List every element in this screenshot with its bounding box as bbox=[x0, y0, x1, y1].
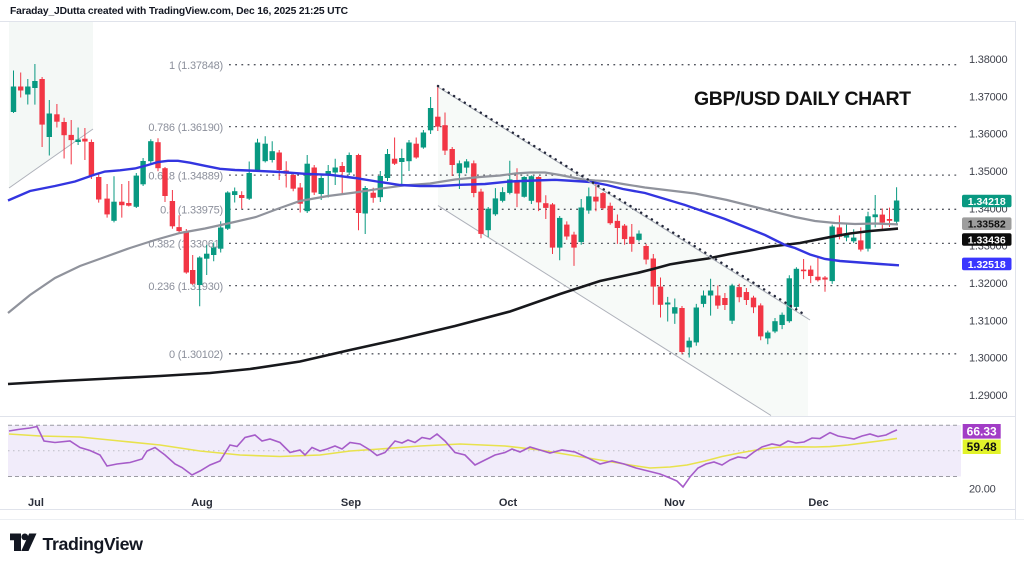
svg-text:Dec: Dec bbox=[808, 497, 828, 509]
svg-text:1.33582: 1.33582 bbox=[968, 219, 1006, 231]
svg-text:1.37000: 1.37000 bbox=[969, 91, 1007, 103]
svg-text:1.34218: 1.34218 bbox=[968, 196, 1006, 208]
svg-text:1.31000: 1.31000 bbox=[969, 315, 1007, 327]
svg-text:1.35000: 1.35000 bbox=[969, 166, 1007, 178]
svg-text:1.30000: 1.30000 bbox=[969, 353, 1007, 365]
svg-text:TradingView: TradingView bbox=[43, 534, 144, 554]
svg-text:Oct: Oct bbox=[499, 497, 518, 509]
svg-text:1.33436: 1.33436 bbox=[968, 235, 1006, 247]
svg-text:Nov: Nov bbox=[664, 497, 686, 509]
svg-text:0.786 (1.36190): 0.786 (1.36190) bbox=[148, 122, 223, 134]
svg-text:0.236 (1.31930): 0.236 (1.31930) bbox=[148, 281, 223, 293]
svg-text:1 (1.37848): 1 (1.37848) bbox=[169, 60, 223, 72]
svg-text:1.32518: 1.32518 bbox=[968, 259, 1006, 271]
svg-text:GBP/USD DAILY CHART: GBP/USD DAILY CHART bbox=[694, 88, 911, 110]
svg-text:Jul: Jul bbox=[28, 497, 44, 509]
svg-text:Sep: Sep bbox=[341, 497, 361, 509]
svg-text:0.618 (1.34889): 0.618 (1.34889) bbox=[148, 170, 223, 182]
svg-text:59.48: 59.48 bbox=[967, 440, 997, 454]
svg-text:1.36000: 1.36000 bbox=[969, 129, 1007, 141]
svg-text:66.33: 66.33 bbox=[967, 425, 997, 439]
svg-text:0 (1.30102): 0 (1.30102) bbox=[169, 349, 223, 361]
svg-text:1.29000: 1.29000 bbox=[969, 390, 1007, 402]
svg-text:1.38000: 1.38000 bbox=[969, 54, 1007, 66]
svg-text:20.00: 20.00 bbox=[969, 484, 996, 496]
svg-text:0.5 (1.33975): 0.5 (1.33975) bbox=[160, 205, 223, 217]
svg-text:1.32000: 1.32000 bbox=[969, 278, 1007, 290]
svg-text:Aug: Aug bbox=[191, 497, 212, 509]
